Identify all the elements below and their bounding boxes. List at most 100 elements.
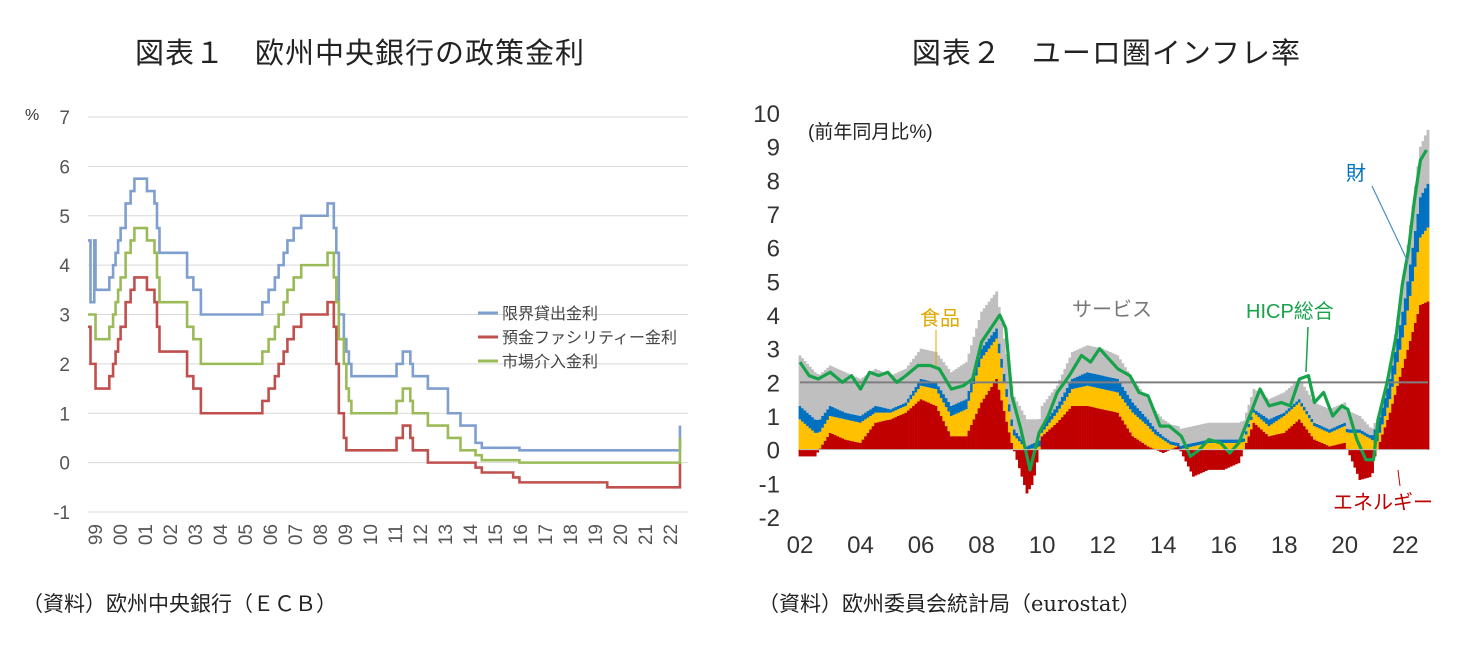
bar-segment	[831, 366, 835, 408]
bar-segment	[952, 414, 956, 437]
bar-segment	[1333, 445, 1337, 450]
bar-segment	[1118, 382, 1122, 396]
bar-segment	[1068, 383, 1072, 393]
bar-segment	[1043, 433, 1047, 450]
bar-segment	[1318, 424, 1321, 429]
bar-segment	[1116, 378, 1120, 393]
bar-segment	[1361, 418, 1364, 431]
bar-segment	[1139, 419, 1142, 442]
bar-segment	[1002, 373, 1006, 383]
bar-segment	[1070, 389, 1074, 406]
bar-segment	[1368, 438, 1372, 450]
bar-segment	[1419, 197, 1422, 238]
bar-segment	[889, 375, 893, 410]
bar-segment	[1363, 432, 1367, 436]
bar-segment	[1308, 414, 1311, 419]
bar-segment	[818, 431, 822, 449]
bar-segment	[1323, 444, 1327, 450]
bar-segment	[939, 390, 943, 399]
bar-segment	[1186, 427, 1190, 445]
bar-segment	[1426, 183, 1430, 228]
label-energy: エネルギー	[1333, 491, 1433, 514]
bar-segment	[803, 410, 807, 424]
bar-segment	[927, 387, 931, 403]
legend-label: 市場介入金利	[502, 353, 598, 371]
bar-segment	[1131, 412, 1135, 437]
bar-segment	[879, 412, 883, 422]
bar-segment	[1068, 408, 1072, 450]
bar-segment	[866, 417, 870, 433]
bar-segment	[1123, 390, 1127, 403]
bar-segment	[1176, 442, 1180, 447]
bar-segment	[1419, 304, 1422, 450]
bar-segment	[954, 403, 958, 414]
x-tick-label: 08	[968, 532, 995, 559]
bar-segment	[1146, 446, 1150, 450]
y-tick-label: 3	[59, 306, 70, 327]
bar-segment	[982, 345, 986, 356]
bar-segment	[1136, 408, 1140, 418]
bar-segment	[1161, 419, 1165, 437]
bar-segment	[1396, 385, 1400, 450]
bar-segment	[864, 419, 867, 437]
chart-title: 図表１ 欧州中央銀行の政策金利	[134, 36, 585, 70]
bar-segment	[1242, 438, 1246, 442]
bar-segment	[1350, 432, 1354, 450]
bar-segment	[1083, 405, 1087, 450]
bar-segment	[1007, 369, 1011, 405]
bar-segment	[909, 399, 913, 409]
bar-segment	[1267, 426, 1271, 437]
x-tick-label: 04	[211, 524, 232, 546]
y-tick-label: 0	[59, 454, 70, 475]
bar-segment	[1007, 411, 1011, 433]
bar-segment	[1199, 449, 1203, 474]
bar-segment	[823, 423, 827, 441]
bar-segment	[1048, 416, 1052, 423]
bar-segment	[1305, 390, 1309, 411]
bar-segment	[1338, 444, 1342, 450]
bar-segment	[949, 436, 953, 450]
bar-segment	[1106, 350, 1110, 377]
bar-segment	[1353, 449, 1357, 468]
bar-segment	[1108, 377, 1112, 391]
bar-segment	[1257, 392, 1261, 413]
x-tick-label: 15	[486, 524, 507, 545]
bar-segment	[1126, 428, 1130, 450]
bar-segment	[1159, 437, 1163, 450]
bar-segment	[894, 417, 898, 450]
bar-segment	[854, 421, 857, 442]
label-services: サービス	[1072, 298, 1152, 321]
bar-segment	[1070, 405, 1074, 450]
bar-segment	[1282, 412, 1286, 416]
bar-segment	[995, 291, 999, 329]
chart-title: 図表２ ユーロ圏インフレ率	[911, 36, 1302, 70]
x-tick-label: 08	[311, 524, 332, 545]
x-tick-label: 16	[511, 524, 532, 545]
bar-segment	[1381, 407, 1385, 425]
bar-segment	[838, 410, 842, 419]
bar-segment	[1088, 406, 1092, 450]
bar-segment	[1257, 412, 1261, 418]
bar-segment	[813, 419, 817, 433]
y-tick-label: 6	[767, 236, 780, 263]
bar-segment	[1297, 402, 1301, 420]
bar-segment	[917, 352, 920, 383]
bar-segment	[851, 421, 855, 442]
bar-segment	[879, 371, 883, 408]
bar-segment	[1123, 424, 1127, 450]
bar-segment	[922, 400, 925, 450]
bar-segment	[1035, 447, 1039, 450]
bar-segment	[1076, 405, 1079, 450]
bar-segment	[1012, 429, 1016, 436]
bar-segment	[1419, 237, 1422, 305]
bar-segment	[1270, 398, 1274, 419]
bar-segment	[1083, 386, 1087, 406]
bar-segment	[813, 372, 817, 420]
bar-segment	[960, 401, 963, 412]
bar-segment	[894, 373, 898, 408]
bar-segment	[1123, 402, 1127, 425]
bar-segment	[1058, 401, 1062, 409]
bar-segment	[1063, 414, 1067, 450]
bar-segment	[1282, 416, 1286, 433]
bar-segment	[849, 420, 852, 441]
